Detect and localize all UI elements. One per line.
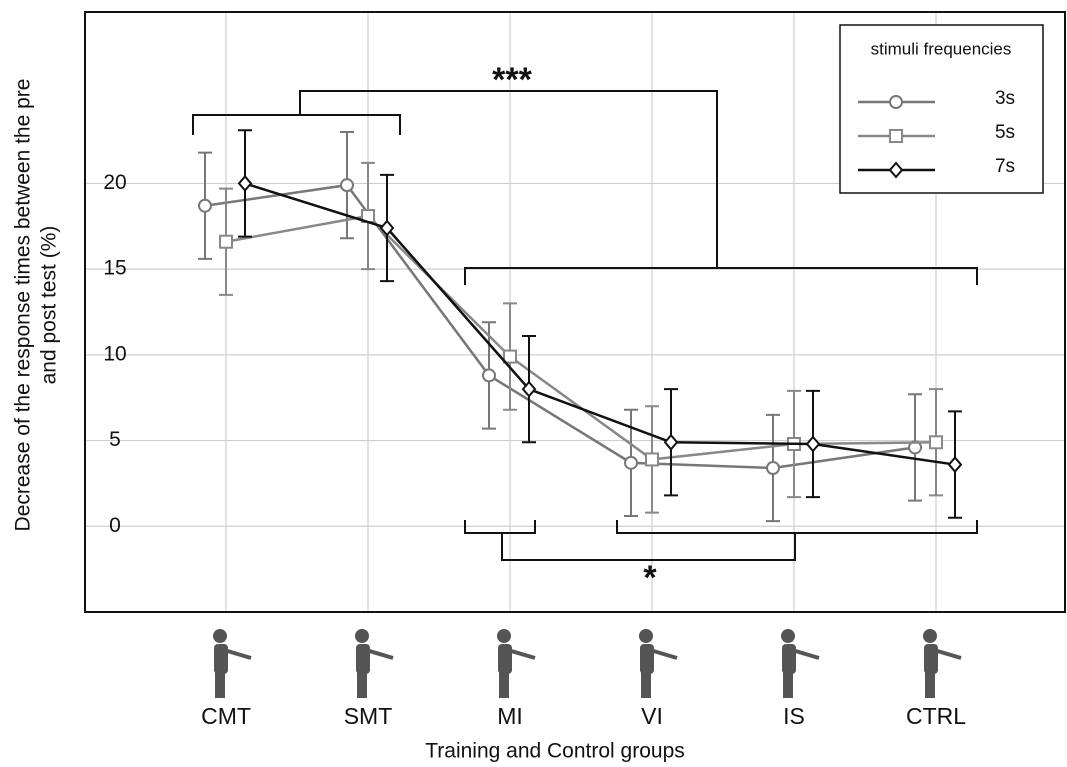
x-tick-label: CTRL [906, 703, 966, 729]
series-line [204, 183, 916, 470]
marker [766, 461, 780, 475]
marker [947, 456, 963, 474]
legend-title: stimuli frequencies [871, 39, 1012, 58]
y-label-line: and post test (%) [38, 226, 61, 385]
marker [482, 368, 496, 383]
marker [663, 433, 679, 451]
figure-arm [933, 648, 962, 660]
y-tick-label: 10 [103, 342, 126, 365]
marker [379, 219, 395, 237]
series-line [225, 214, 937, 461]
figure-arm [365, 648, 394, 660]
marker [503, 349, 517, 364]
legend-label: 7s [995, 156, 1015, 177]
marker [888, 161, 904, 179]
marker [624, 455, 638, 470]
y-tick-label: 0 [109, 514, 121, 537]
x-tick-label: MI [497, 703, 523, 729]
plot-frame [84, 11, 1066, 613]
pictogram [923, 629, 962, 698]
pictogram [497, 629, 536, 698]
y-tick-label: 20 [103, 171, 126, 194]
marker [521, 380, 537, 398]
x-tick-label: VI [641, 703, 663, 729]
marker [198, 198, 212, 213]
legend-label: 3s [995, 88, 1015, 109]
group-pictograms [213, 629, 962, 698]
annotation: * [643, 559, 657, 597]
pictogram [213, 629, 252, 698]
figure-head [639, 629, 653, 643]
x-tick-label: IS [783, 703, 805, 729]
pictogram [355, 629, 394, 698]
figure-legs [215, 672, 225, 698]
figure-arm [791, 648, 820, 660]
figure-arm [507, 648, 536, 660]
legend-box [839, 24, 1044, 194]
y-axis-label: Decrease of the response times between t… [12, 79, 61, 532]
figure-legs [357, 672, 367, 698]
figure-head [923, 629, 937, 643]
figure-legs [925, 672, 935, 698]
pictogram [639, 629, 678, 698]
figure-head [497, 629, 511, 643]
figure-legs [641, 672, 651, 698]
marker [889, 95, 903, 109]
annotation: *** [492, 61, 532, 99]
x-tick-label: SMT [344, 703, 393, 729]
figure-legs [499, 672, 509, 698]
marker [219, 234, 233, 249]
figure-head [213, 629, 227, 643]
series-line [244, 182, 956, 466]
y-tick-label: 15 [103, 257, 126, 280]
marker [645, 452, 659, 467]
figure-arm [223, 648, 252, 660]
y-label-line: Decrease of the response times between t… [12, 79, 35, 532]
marker [889, 129, 903, 143]
marker [340, 178, 354, 193]
x-tick-label: CMT [201, 703, 251, 729]
marker [237, 174, 253, 192]
figure-head [355, 629, 369, 643]
marker [929, 435, 943, 450]
pictogram [781, 629, 820, 698]
legend-label: 5s [995, 122, 1015, 143]
figure-head [781, 629, 795, 643]
marker [805, 435, 821, 453]
figure-legs [783, 672, 793, 698]
x-axis-label: Training and Control groups [425, 740, 685, 763]
y-tick-label: 5 [109, 428, 121, 451]
figure-arm [649, 648, 678, 660]
significance-brackets [192, 90, 978, 561]
